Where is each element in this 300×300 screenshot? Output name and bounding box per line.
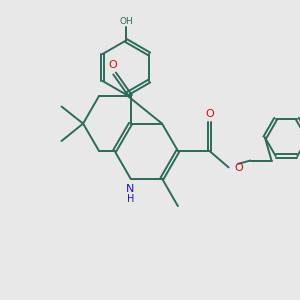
Text: OH: OH (119, 17, 133, 26)
Text: O: O (234, 163, 243, 173)
Text: N: N (126, 184, 135, 194)
Text: O: O (109, 60, 118, 70)
Text: O: O (205, 109, 214, 119)
Text: H: H (127, 194, 134, 204)
